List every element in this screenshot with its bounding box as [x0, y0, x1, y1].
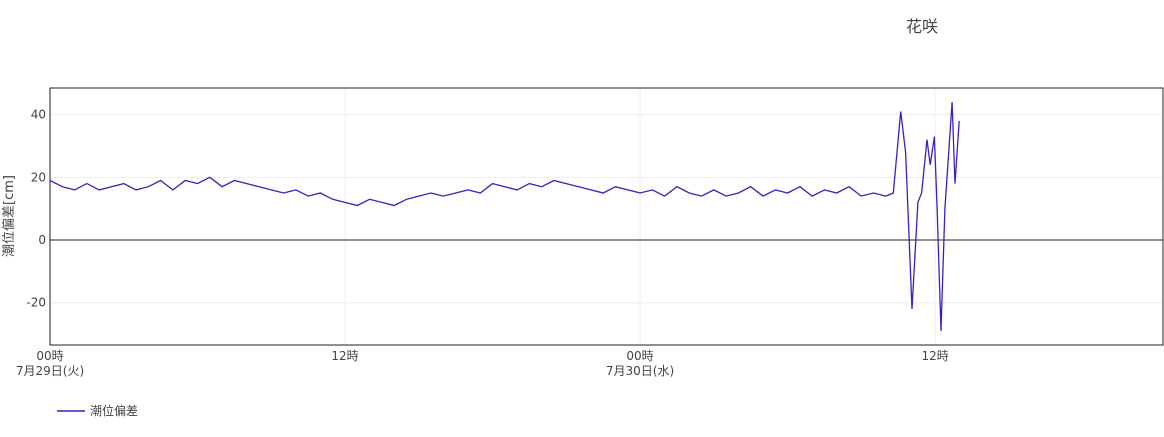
y-tick-label: 20: [31, 170, 46, 184]
x-tick-sublabel: 7月29日(火): [16, 364, 84, 378]
chart-title: 花咲: [906, 17, 938, 36]
x-tick-label: 00時: [36, 349, 63, 363]
x-tick-label: 12時: [331, 349, 358, 363]
x-tick-sublabel: 7月30日(水): [606, 364, 674, 378]
x-tick-label: 00時: [626, 349, 653, 363]
y-tick-label: 0: [38, 233, 46, 247]
legend-label: 潮位偏差: [90, 403, 138, 418]
data-line: [49, 102, 960, 331]
plot-frame: [49, 87, 1164, 346]
x-tick-label: 12時: [921, 349, 948, 363]
y-axis-label: 潮位偏差[cm]: [2, 175, 17, 257]
y-tick-label: -20: [26, 296, 46, 310]
y-tick-label: 40: [31, 108, 46, 122]
